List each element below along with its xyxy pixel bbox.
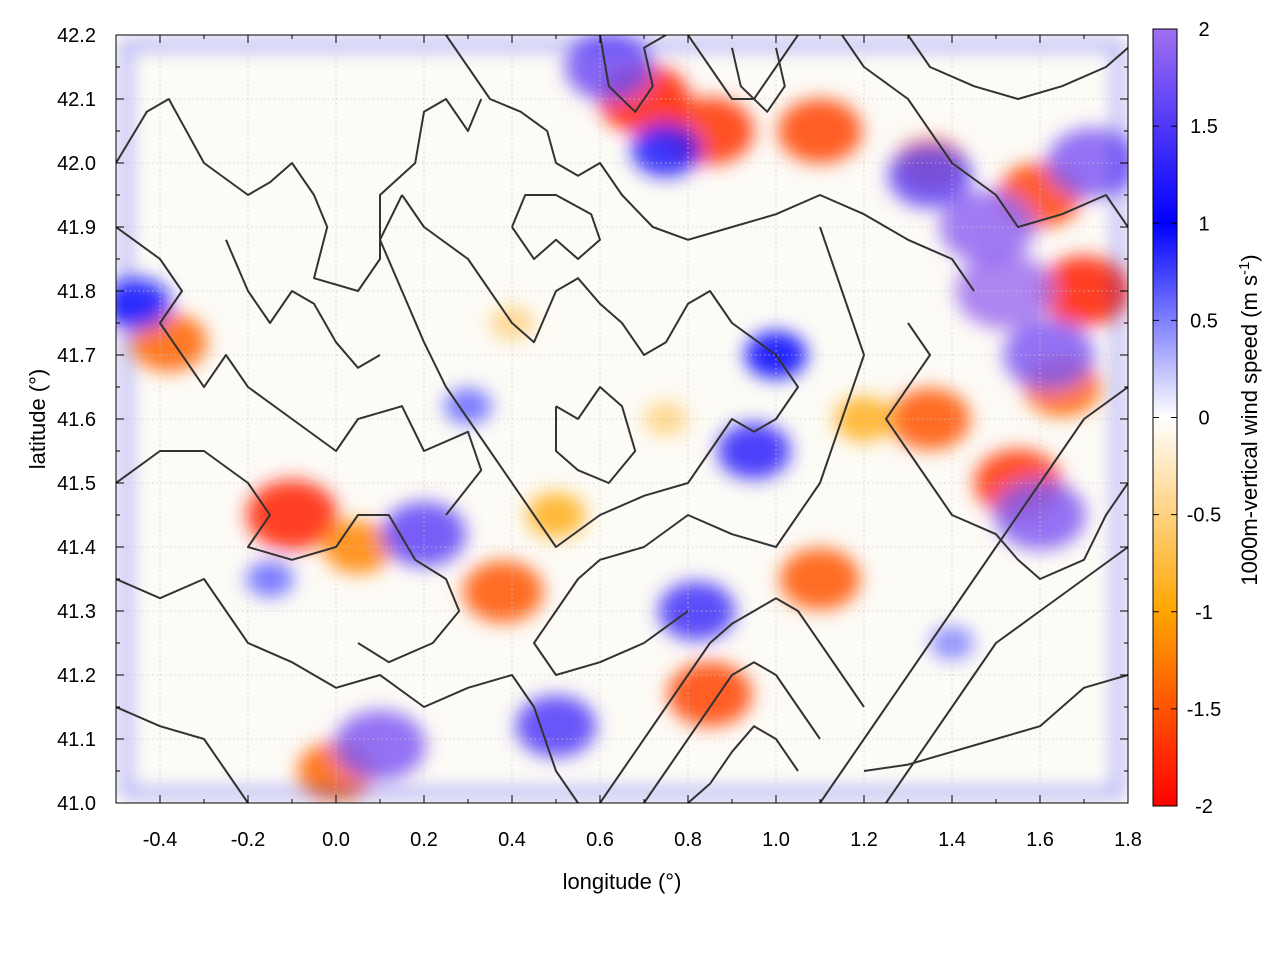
colorbar-tick-label: 1 xyxy=(1198,213,1209,235)
heatmap-hotspot xyxy=(323,520,393,574)
y-tick-label: 41.3 xyxy=(57,601,96,623)
contour-line xyxy=(116,450,461,664)
heatmap-hotspot xyxy=(779,548,861,610)
x-tick-label: 1.0 xyxy=(762,829,790,851)
heatmap-field xyxy=(116,35,1128,803)
contour-line xyxy=(885,322,1128,580)
y-axis-ticks: 41.0 41.1 41.2 41.3 41.4 41.5 41.6 41.7 41.8 41.9… xyxy=(57,25,1128,815)
contour-line xyxy=(687,725,799,803)
x-tick-label: 1.2 xyxy=(850,829,878,851)
colorbar-tick-label: -2 xyxy=(1195,796,1213,818)
colorbar-ticks: -2 -1.5 -1 -0.5 0 0.5 1 1.5 2 xyxy=(1153,19,1221,818)
y-tick-label: 41.6 xyxy=(57,409,96,431)
heatmap-hotspot xyxy=(381,501,467,567)
x-tick-label: 1.8 xyxy=(1114,829,1142,851)
x-tick-label: 1.6 xyxy=(1026,829,1054,851)
contour-line xyxy=(225,239,381,369)
contour-line xyxy=(555,386,637,484)
x-axis-ticks: -0.4 -0.2 0.0 0.2 0.4 0.6 0.8 1.0 1.2 1.4 1.6 1.8 xyxy=(115,35,1142,851)
contour-lines xyxy=(116,35,1128,803)
contour-line xyxy=(885,546,1128,803)
contour-line xyxy=(116,706,249,803)
heatmap-hotspot xyxy=(564,35,653,101)
contour-line xyxy=(731,47,786,113)
contour-line xyxy=(841,35,1128,228)
contour-line xyxy=(116,226,483,516)
heatmap-hotspot xyxy=(1038,255,1128,327)
colorbar-label-close: ) xyxy=(1237,254,1262,261)
x-tick-label: 0.4 xyxy=(498,829,526,851)
contour-line xyxy=(116,98,483,292)
heatmap-hotspot xyxy=(994,479,1086,551)
heatmap-hotspot xyxy=(777,98,863,164)
colorbar-label-sup: -1 xyxy=(1236,262,1253,275)
heatmap-hotspot xyxy=(631,123,701,177)
x-tick-label: 1.4 xyxy=(938,829,966,851)
colorbar-tick-label: 2 xyxy=(1198,19,1209,41)
colorbar-label: 1000m-vertical wind speed (m s-1) xyxy=(1236,254,1262,585)
contour-line xyxy=(643,661,821,803)
x-tick-label: 0.6 xyxy=(586,829,614,851)
heatmap-hotspot xyxy=(334,710,426,781)
y-tick-label: 42.0 xyxy=(57,153,96,175)
contour-line xyxy=(819,386,1128,803)
y-tick-label: 41.7 xyxy=(57,345,96,367)
contour-line xyxy=(379,194,799,548)
y-tick-label: 42.2 xyxy=(57,25,96,47)
y-axis-label: latitude (°) xyxy=(25,369,50,470)
y-tick-label: 41.4 xyxy=(57,537,96,559)
colorbar-tick-label: -1.5 xyxy=(1187,699,1221,721)
colorbar-tick-label: 1.5 xyxy=(1190,116,1218,138)
x-tick-label: 0.8 xyxy=(674,829,702,851)
colorbar-tick-label: 0 xyxy=(1198,408,1209,430)
contour-line xyxy=(533,226,865,676)
y-tick-label: 41.5 xyxy=(57,473,96,495)
heatmap-hotspot xyxy=(889,388,971,450)
contour-line xyxy=(599,597,865,803)
heatmap-hotspot xyxy=(887,143,973,209)
heatmap-hotspot xyxy=(1047,127,1128,199)
colorbar-label-main: 1000m-vertical wind speed (m s xyxy=(1237,275,1262,586)
colorbar-tick-label: 0.5 xyxy=(1190,310,1218,332)
x-tick-label: -0.2 xyxy=(231,829,265,851)
heatmap-hotspot xyxy=(444,387,492,425)
y-tick-label: 41.0 xyxy=(57,793,96,815)
contour-line xyxy=(511,194,601,260)
heatmap-hotspot xyxy=(246,479,338,551)
contour-line xyxy=(116,578,579,803)
y-tick-label: 41.2 xyxy=(57,665,96,687)
x-tick-label: -0.4 xyxy=(143,829,177,851)
y-tick-label: 42.1 xyxy=(57,89,96,111)
x-tick-label: 0.2 xyxy=(410,829,438,851)
colorbar-tick-label: -0.5 xyxy=(1187,505,1221,527)
y-tick-label: 41.8 xyxy=(57,281,96,303)
colorbar-tick-label: -1 xyxy=(1195,602,1213,624)
contour-line xyxy=(863,674,1128,772)
y-tick-label: 41.1 xyxy=(57,729,96,751)
heatmap-hotspot xyxy=(462,560,544,623)
x-axis-label: longitude (°) xyxy=(563,869,682,894)
contour-line xyxy=(445,35,975,292)
heatmap-hotspot xyxy=(515,695,597,758)
contour-line xyxy=(907,35,1128,100)
y-tick-label: 41.9 xyxy=(57,217,96,239)
heatmap-hotspot xyxy=(246,560,294,598)
contour-line xyxy=(599,35,667,113)
heatmap-hotspot xyxy=(939,190,1035,264)
x-tick-label: 0.0 xyxy=(322,829,350,851)
heatmap-hotspot xyxy=(955,253,1055,329)
heatmap-hotspot xyxy=(717,422,791,480)
